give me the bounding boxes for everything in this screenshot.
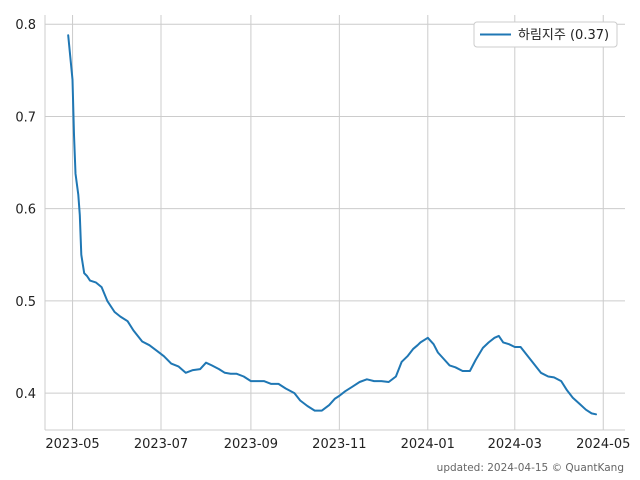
x-tick-label: 2023-11 (312, 437, 366, 452)
series-line (67, 34, 597, 416)
x-tick-label: 2023-05 (45, 437, 99, 452)
x-tick-label: 2024-05 (576, 437, 630, 452)
x-tick-label: 2024-03 (488, 437, 542, 452)
series-layer (67, 34, 597, 416)
grid-lines (45, 15, 625, 430)
x-tick-label: 2023-09 (224, 437, 278, 452)
x-tick-label: 2023-07 (134, 437, 188, 452)
legend-box (473, 21, 618, 48)
y-tick-label: 0.5 (15, 295, 36, 310)
axes-frame (44, 15, 625, 431)
y-tick-label: 0.4 (15, 387, 36, 402)
footer-updated-text: updated: 2024-04-15 © QuantKang (437, 462, 624, 474)
x-tick-label: 2024-01 (401, 437, 455, 452)
y-tick-label: 0.6 (15, 203, 36, 218)
y-axis-tick-labels: 0.4 0.5 0.6 0.7 0.8 (15, 18, 36, 402)
y-tick-label: 0.7 (15, 110, 36, 125)
x-axis-tick-labels: 2023-05 2023-07 2023-09 2023-11 2024-01 2024-… (45, 437, 630, 452)
legend-label: 하림지주 (0.37) (518, 28, 609, 43)
legend: 하림지주 (0.37) (473, 21, 618, 48)
y-tick-label: 0.8 (15, 18, 36, 33)
